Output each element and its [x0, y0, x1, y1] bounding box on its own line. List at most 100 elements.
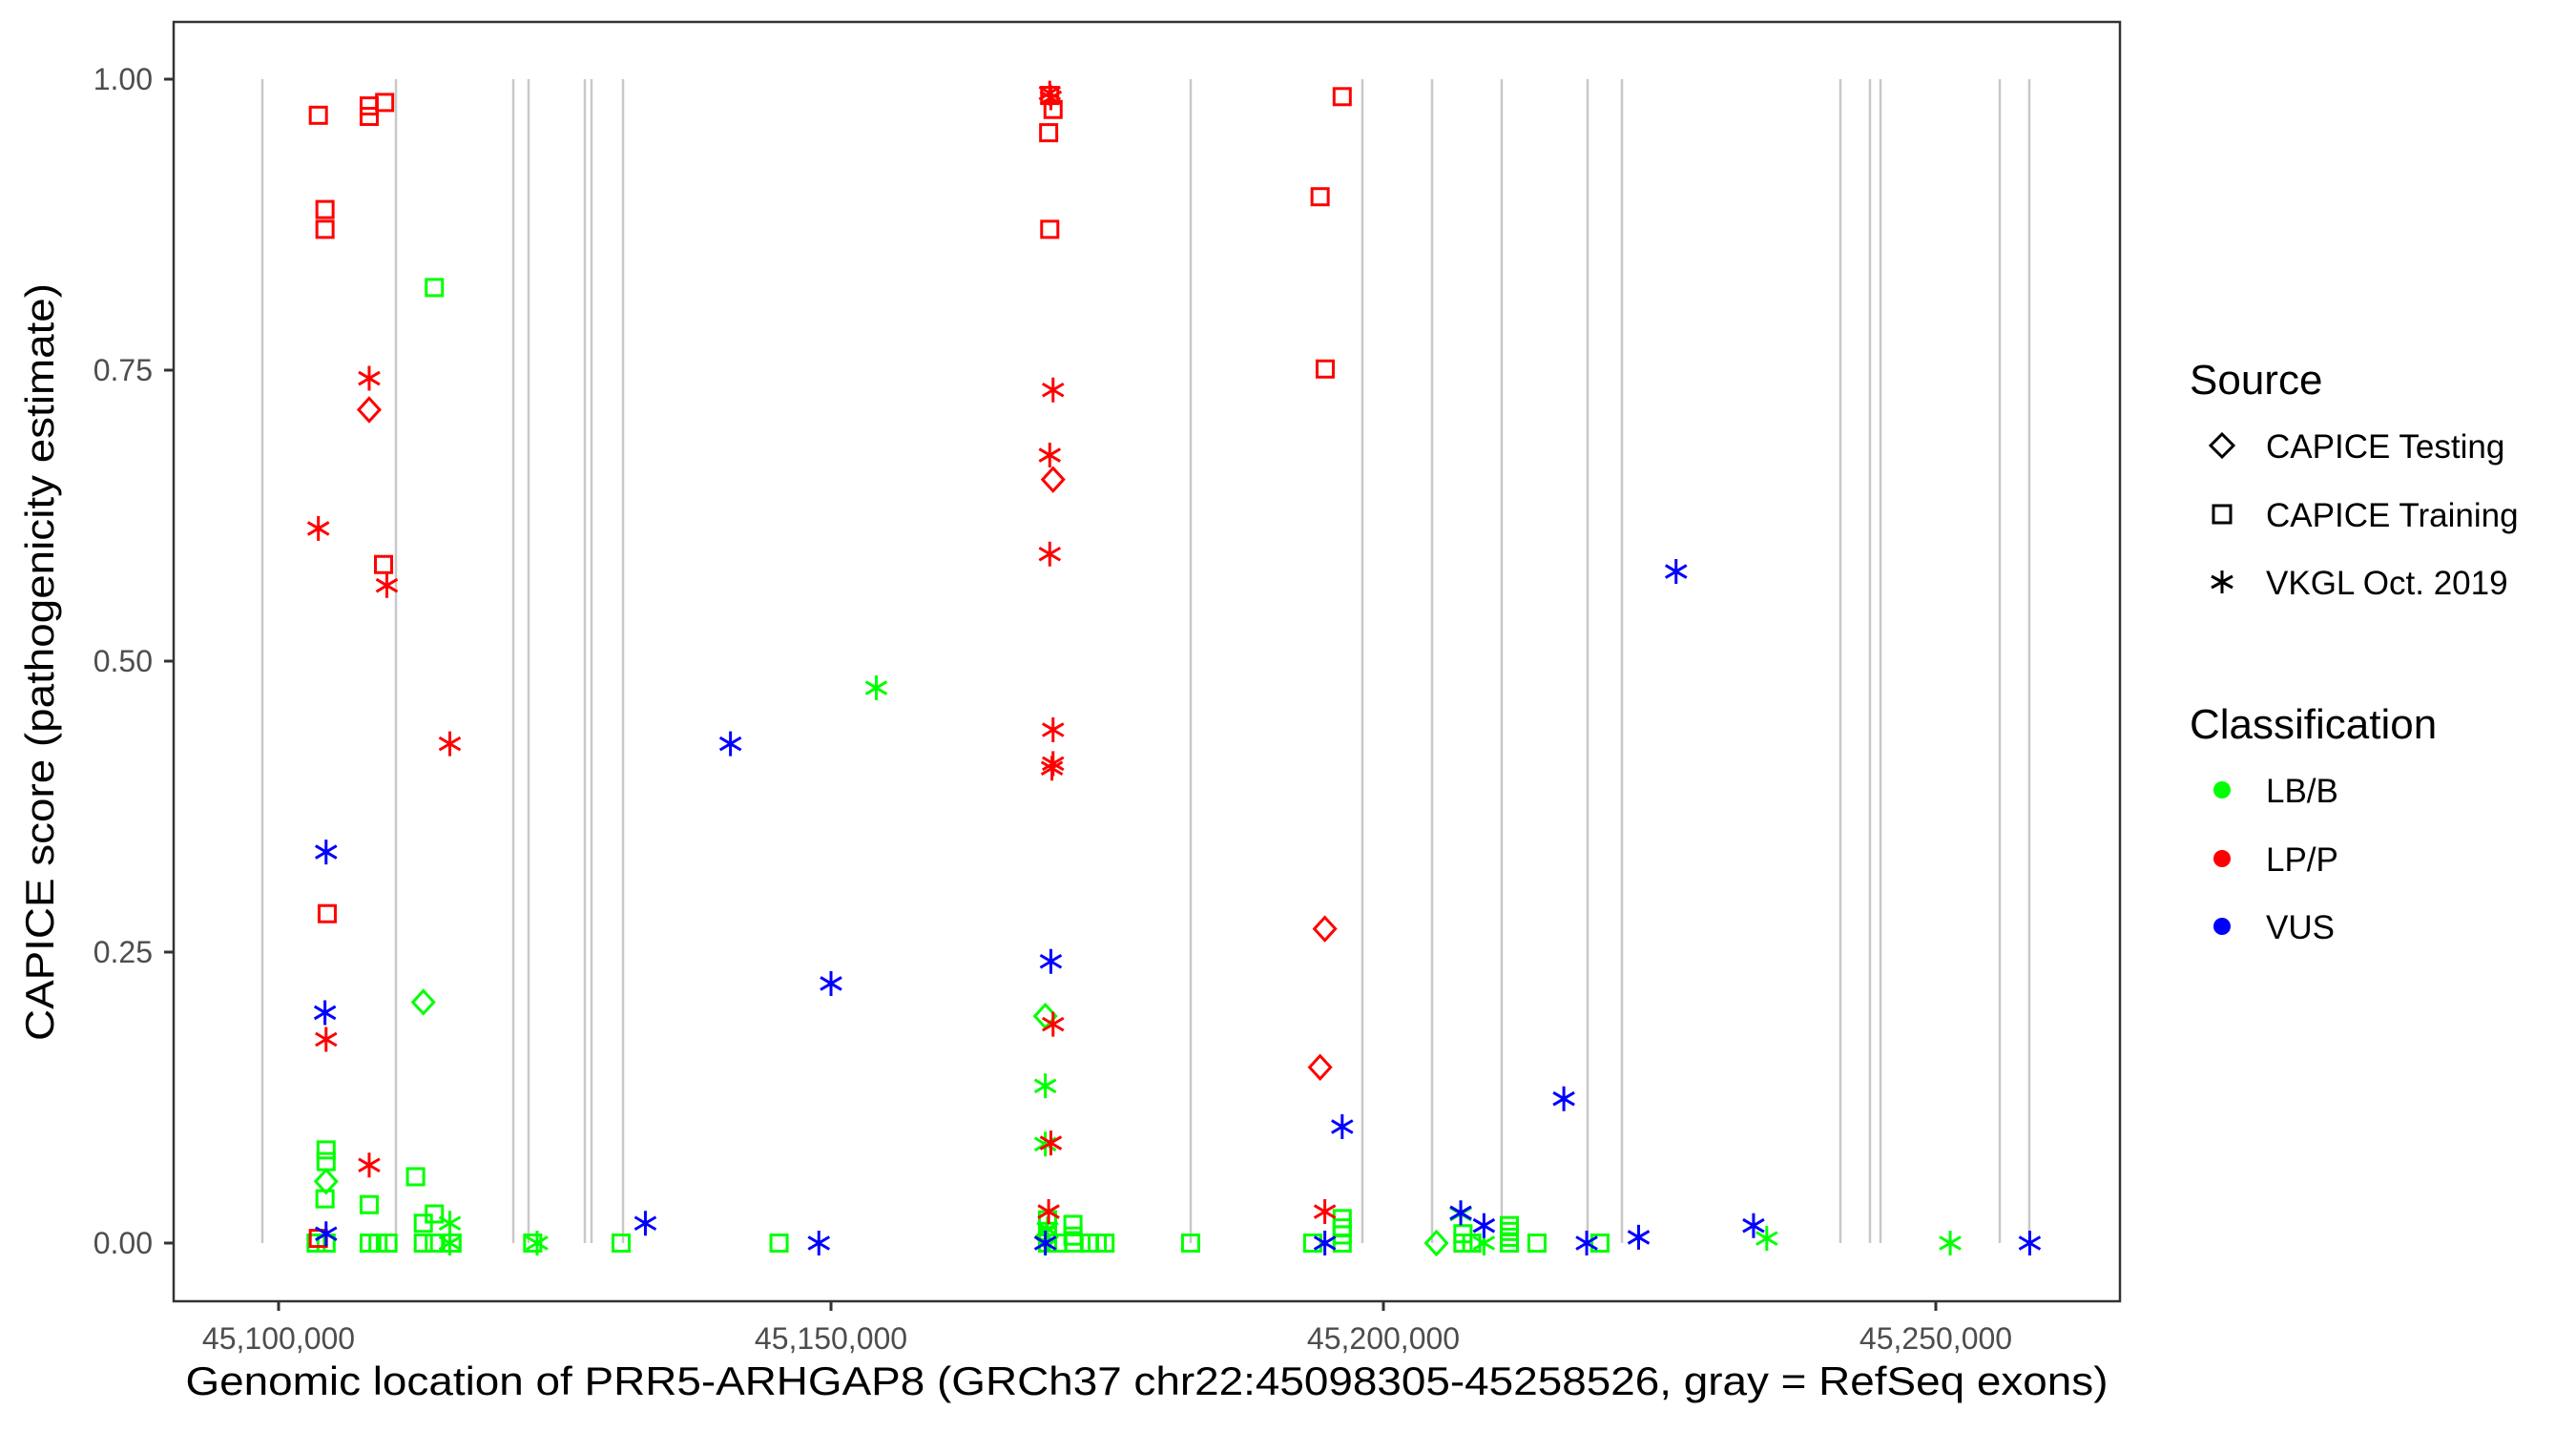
data-point-vkgl: [315, 1221, 338, 1247]
data-point-vkgl: [718, 731, 742, 757]
data-point-vkgl: [1664, 559, 1688, 585]
data-point-training: [316, 1140, 336, 1160]
data-point-training: [368, 1234, 388, 1253]
legend-item-capice-training: CAPICE Training: [2212, 497, 2519, 534]
legend-title-source: Source: [2190, 357, 2322, 404]
data-point-training: [315, 219, 335, 239]
data-point-vkgl: [1039, 85, 1063, 111]
data-point-vkgl: [1313, 1199, 1337, 1225]
data-point-training: [769, 1234, 789, 1253]
y-tick-label: 1.00: [93, 62, 153, 96]
data-point-training: [425, 1234, 445, 1253]
x-tick-label: 45,200,000: [1307, 1321, 1460, 1356]
diamond-open-icon: [2208, 431, 2236, 460]
data-point-training: [1040, 219, 1060, 239]
data-point-vkgl: [306, 515, 330, 541]
legend-item-lb-b: LB/B: [2213, 773, 2338, 810]
data-point-vkgl: [1627, 1224, 1651, 1250]
data-point-training: [1332, 87, 1352, 107]
data-point-vkgl: [1742, 1213, 1765, 1238]
data-point-training: [1063, 1214, 1083, 1234]
data-point-vkgl: [1449, 1200, 1472, 1226]
data-point-vkgl: [1755, 1226, 1778, 1252]
legend-item-vkgl: VKGL Oct. 2019: [2211, 565, 2508, 602]
data-point-training: [1332, 1234, 1352, 1253]
data-point-training: [375, 93, 395, 113]
dot-icon: [2213, 781, 2231, 798]
legend: Source CAPICE Testing CAPICE Training VK…: [2190, 357, 2519, 946]
legend-label: VKGL Oct. 2019: [2266, 565, 2508, 602]
data-point-training: [359, 107, 379, 127]
legend-title-classification: Classification: [2190, 701, 2437, 748]
data-point-vkgl: [1041, 716, 1065, 742]
data-point-training: [1500, 1234, 1520, 1253]
data-point-vkgl: [1041, 377, 1065, 403]
data-point-vkgl: [1331, 1114, 1354, 1139]
data-point-training: [308, 105, 328, 125]
data-point-vkgl: [1041, 1011, 1065, 1037]
x-axis: 45,100,000 45,150,000 45,200,000 45,250,000: [202, 1301, 2012, 1356]
data-point-training: [315, 199, 335, 219]
data-point-testing: [313, 1168, 339, 1195]
data-point-vkgl: [438, 1231, 462, 1255]
data-point-training: [1315, 359, 1335, 379]
data-point-vkgl: [1552, 1086, 1575, 1111]
x-tick-label: 45,150,000: [755, 1321, 907, 1356]
legend-item-lp-p: LP/P: [2213, 841, 2338, 879]
data-point-vkgl: [864, 675, 888, 701]
data-point-vkgl: [1038, 541, 1062, 567]
data-point-vkgl: [438, 731, 462, 757]
data-point-vkgl: [634, 1211, 657, 1236]
data-point-testing: [1312, 915, 1338, 943]
y-axis: 0.00 0.25 0.50 0.75 1.00: [93, 62, 174, 1260]
data-point-vkgl: [313, 1000, 337, 1026]
legend-label: CAPICE Training: [2266, 497, 2519, 534]
data-point-training: [413, 1213, 433, 1234]
square-open-icon: [2212, 504, 2233, 525]
dot-icon: [2213, 918, 2231, 935]
data-point-training: [306, 1234, 326, 1253]
data-point-training: [523, 1234, 543, 1253]
data-point-vkgl: [358, 1152, 381, 1178]
data-point-training: [1039, 123, 1059, 143]
data-point-training: [425, 278, 445, 298]
asterisk-icon: [2211, 570, 2233, 593]
y-tick-label: 0.50: [93, 644, 153, 678]
data-point-vkgl: [1033, 1131, 1057, 1157]
data-point-testing: [410, 988, 436, 1016]
legend-label: LB/B: [2266, 773, 2338, 810]
data-point-testing: [1307, 1053, 1333, 1081]
data-point-testing: [1040, 466, 1066, 493]
data-point-vkgl: [358, 365, 381, 391]
data-point-vkgl: [1039, 1130, 1063, 1156]
legend-item-vus: VUS: [2213, 909, 2335, 946]
legend-label: VUS: [2266, 909, 2335, 946]
y-tick-label: 0.25: [93, 935, 153, 969]
data-point-training: [405, 1167, 426, 1187]
data-point-training: [1527, 1234, 1547, 1253]
data-point-training: [1043, 99, 1063, 119]
x-tick-label: 45,250,000: [1859, 1321, 2012, 1356]
data-point-training: [1302, 1234, 1322, 1253]
data-point-training: [374, 554, 394, 574]
data-point-vkgl: [315, 840, 338, 865]
data-point-vkgl: [1575, 1231, 1598, 1255]
legend-label: LP/P: [2266, 841, 2338, 879]
data-point-vkgl: [1939, 1231, 1962, 1255]
data-point-vkgl: [1037, 1199, 1060, 1225]
data-point-training: [359, 1194, 379, 1214]
data-point-vkgl: [375, 572, 399, 598]
y-axis-title: CAPICE score (pathogenicity estimate): [17, 283, 62, 1041]
legend-label: CAPICE Testing: [2266, 428, 2504, 466]
data-point-training: [1180, 1234, 1200, 1253]
data-point-training: [442, 1234, 462, 1253]
data-point-vkgl: [1033, 1073, 1057, 1099]
data-points: [306, 80, 2042, 1257]
data-point-vkgl: [1472, 1213, 1496, 1238]
data-point-vkgl: [820, 970, 842, 996]
data-point-training: [611, 1234, 631, 1253]
data-point-vkgl: [807, 1231, 831, 1255]
data-point-training: [378, 1234, 398, 1253]
